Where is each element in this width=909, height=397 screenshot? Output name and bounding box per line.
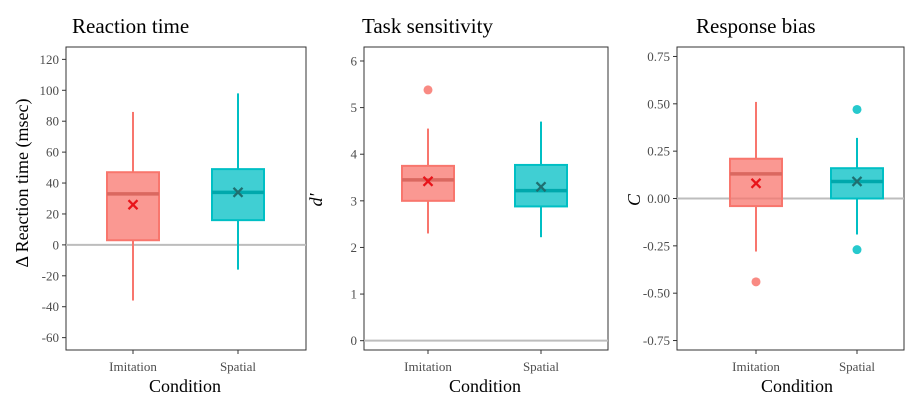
y-tick-label: 2: [351, 240, 358, 255]
x-axis-title: Condition: [449, 376, 521, 396]
y-tick-label: -40: [42, 299, 59, 314]
plot-frame: [363, 46, 609, 351]
panel-title: Response bias: [696, 14, 816, 38]
y-tick-label: 100: [40, 83, 60, 98]
y-tick-label: 0.50: [647, 96, 670, 111]
y-tick-label: 20: [46, 206, 59, 221]
x-tick-label: Spatial: [220, 359, 256, 374]
box-outlier: [751, 277, 761, 287]
x-tick-label: Imitation: [404, 359, 452, 374]
y-tick-label: 1: [351, 287, 358, 302]
box-iqr: [830, 167, 884, 200]
box-outlier: [423, 85, 433, 95]
x-tick-label: Spatial: [839, 359, 875, 374]
y-tick-label: 80: [46, 114, 59, 129]
y-tick-label: 5: [351, 100, 358, 115]
y-tick-label: 40: [46, 176, 59, 191]
mean-marker: [422, 175, 434, 187]
y-axis-title: d': [306, 192, 326, 206]
x-tick-label: Spatial: [523, 359, 559, 374]
x-tick-label: Imitation: [109, 359, 157, 374]
panel-title: Task sensitivity: [362, 14, 493, 38]
y-tick-label: -0.50: [643, 286, 670, 301]
panel-task-sensitivity: Task sensitivity d' Condition 0 1 2 3 4 5 6 Imi…: [306, 14, 609, 396]
x-tick-label: Imitation: [732, 359, 780, 374]
y-tick-label: 3: [351, 193, 358, 208]
y-tick-label: 0.75: [647, 49, 670, 64]
plot-frame: [65, 46, 307, 351]
panel-reaction-time: Reaction time Δ Reaction time (msec) Con…: [12, 14, 307, 396]
x-axis-title: Condition: [761, 376, 833, 396]
y-tick-label: -20: [42, 268, 59, 283]
y-axis-title: Δ Reaction time (msec): [12, 98, 33, 267]
y-tick-label: 0: [53, 237, 60, 252]
y-tick-label: 6: [351, 53, 358, 68]
y-tick-label: 0.00: [647, 191, 670, 206]
y-tick-label: 60: [46, 145, 59, 160]
mean-marker: [232, 187, 244, 198]
y-axis-title: C: [624, 193, 644, 206]
box-iqr: [401, 164, 455, 202]
y-tick-label: -0.75: [643, 333, 670, 348]
box-outlier: [852, 245, 862, 255]
y-tick-label: -60: [42, 330, 59, 345]
panel-response-bias: Response bias C Condition -0.75 -0.50 -0.2…: [624, 14, 905, 396]
box-outlier: [852, 104, 862, 114]
x-axis-title: Condition: [149, 376, 221, 396]
mean-marker: [127, 199, 139, 210]
mean-marker: [851, 176, 863, 187]
mean-marker: [535, 181, 547, 193]
y-tick-label: 4: [351, 147, 358, 162]
y-tick-label: -0.25: [643, 238, 670, 253]
y-tick-label: 120: [40, 52, 60, 67]
mean-marker: [750, 178, 762, 189]
panel-title: Reaction time: [72, 14, 189, 38]
y-tick-label: 0.25: [647, 144, 670, 159]
y-tick-label: 0: [351, 333, 358, 348]
box-iqr: [211, 168, 265, 222]
